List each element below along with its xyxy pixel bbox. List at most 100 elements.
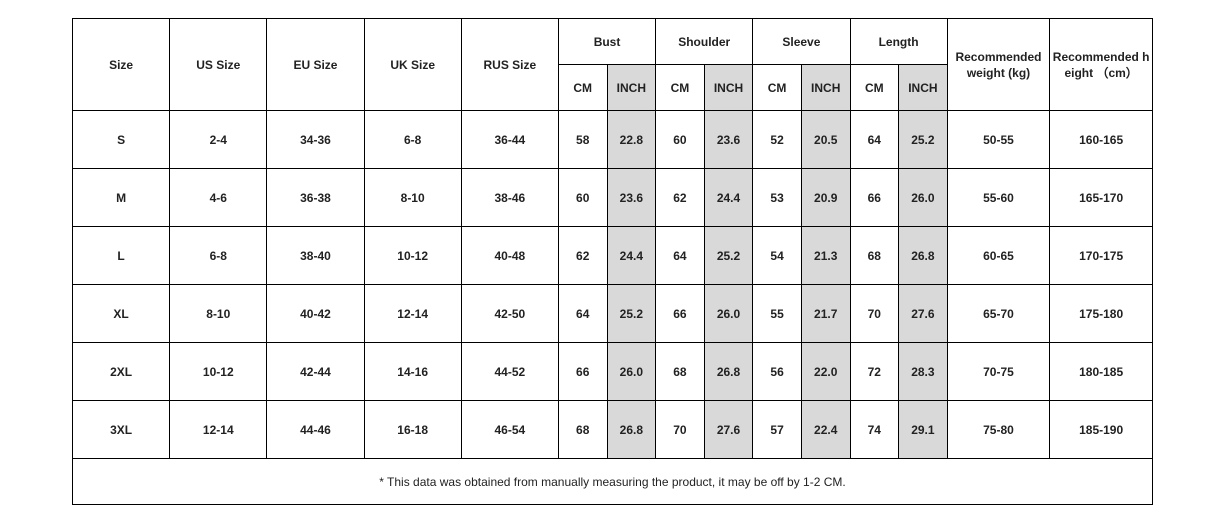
table-cell: 60-65 [946,226,1051,285]
table-cell: 66 [557,342,608,401]
table-cell: 64 [849,110,900,169]
table-cell: 38-40 [266,226,365,285]
table-cell: 6-8 [363,110,462,169]
unit-header: CM [655,64,705,111]
table-cell: 53 [752,168,802,227]
table-cell: 27.6 [703,400,754,459]
table-cell: 25.2 [898,110,948,169]
table-cell: 27.6 [898,284,948,343]
unit-header: CM [557,64,608,111]
table-cell: 26.0 [606,342,657,401]
table-cell: 25.2 [703,226,754,285]
table-cell: 20.9 [800,168,851,227]
table-cell: 36-44 [460,110,559,169]
table-cell: 22.8 [606,110,657,169]
table-cell: 26.0 [898,168,948,227]
table-cell: 170-175 [1049,226,1153,285]
table-cell: 23.6 [606,168,657,227]
group-header: Length [849,18,948,65]
table-cell: 26.8 [898,226,948,285]
column-header: US Size [169,18,268,111]
table-cell: 10-12 [169,342,268,401]
table-cell: XL [71,284,171,343]
column-header: Size [71,18,171,111]
table-cell: 4-6 [169,168,268,227]
table-cell: 23.6 [703,110,754,169]
table-row: 3XL 12-14 44-46 16-18 46-54 68 26.8 70 27.6 57 22.… [71,400,1153,459]
table-cell: 21.7 [800,284,851,343]
table-cell: M [71,168,171,227]
table-cell: 3XL [71,400,171,459]
table-cell: 64 [655,226,705,285]
table-cell: 8-10 [169,284,268,343]
table-cell: L [71,226,171,285]
unit-header: INCH [703,64,754,111]
table-cell: 66 [849,168,900,227]
table-cell: 44-52 [460,342,559,401]
table-cell: 68 [655,342,705,401]
table-cell: 26.8 [703,342,754,401]
table-cell: 62 [557,226,608,285]
table-cell: 55 [752,284,802,343]
table-cell: 29.1 [898,400,948,459]
table-cell: 58 [557,110,608,169]
table-cell: 16-18 [363,400,462,459]
table-cell: 6-8 [169,226,268,285]
table-cell: 160-165 [1049,110,1153,169]
table-cell: 2XL [71,342,171,401]
table-cell: 57 [752,400,802,459]
table-cell: 36-38 [266,168,365,227]
table-row: S 2-4 34-36 6-8 36-44 58 22.8 60 23.6 52 20.5 64 25.… [71,110,1153,169]
size-table: Size US Size EU Size UK Size RUS Size Bust Sho… [71,18,1153,505]
column-header: RUS Size [460,18,559,111]
table-cell: 56 [752,342,802,401]
table-cell: 68 [557,400,608,459]
table-cell: 62 [655,168,705,227]
table-row: * This data was obtained from manually m… [72,458,1153,505]
column-header: UK Size [363,18,462,111]
table-cell: 72 [849,342,900,401]
table-cell: 24.4 [703,168,754,227]
table-cell: 40-42 [266,284,365,343]
table-cell: 25.2 [606,284,657,343]
table-cell: 70 [849,284,900,343]
table-cell: 42-44 [266,342,365,401]
column-header: Recommended weight (kg) [946,18,1051,111]
table-cell: 28.3 [898,342,948,401]
table-cell: 22.0 [800,342,851,401]
table-cell: 70 [655,400,705,459]
table-cell: 55-60 [946,168,1051,227]
table-cell: 42-50 [460,284,559,343]
table-cell: 24.4 [606,226,657,285]
table-cell: 8-10 [363,168,462,227]
table-cell: 26.0 [703,284,754,343]
table-cell: 74 [849,400,900,459]
unit-header: CM [849,64,900,111]
table-row: XL 8-10 40-42 12-14 42-50 64 25.2 66 26.0 55 21.7 7… [71,284,1153,343]
table-cell: 64 [557,284,608,343]
group-header: Shoulder [655,18,754,65]
footnote: * This data was obtained from manually m… [72,458,1153,505]
table-cell: 68 [849,226,900,285]
table-cell: S [71,110,171,169]
table-cell: 21.3 [800,226,851,285]
table-cell: 38-46 [460,168,559,227]
table-cell: 75-80 [946,400,1051,459]
table-cell: 66 [655,284,705,343]
group-header: Sleeve [752,18,851,65]
table-row: M 4-6 36-38 8-10 38-46 60 23.6 62 24.4 53 20.9 66 26… [71,168,1153,227]
table-cell: 10-12 [363,226,462,285]
table-cell: 60 [557,168,608,227]
table-cell: 20.5 [800,110,851,169]
table-cell: 40-48 [460,226,559,285]
table-cell: 60 [655,110,705,169]
table-cell: 175-180 [1049,284,1153,343]
table-cell: 26.8 [606,400,657,459]
unit-header: CM [752,64,802,111]
table-row: L 6-8 38-40 10-12 40-48 62 24.4 64 25.2 54 21.3 68 2… [71,226,1153,285]
table-cell: 165-170 [1049,168,1153,227]
table-cell: 46-54 [460,400,559,459]
unit-header: INCH [898,64,948,111]
table-row: Size US Size EU Size UK Size RUS Size Bust Sho… [71,18,1153,111]
